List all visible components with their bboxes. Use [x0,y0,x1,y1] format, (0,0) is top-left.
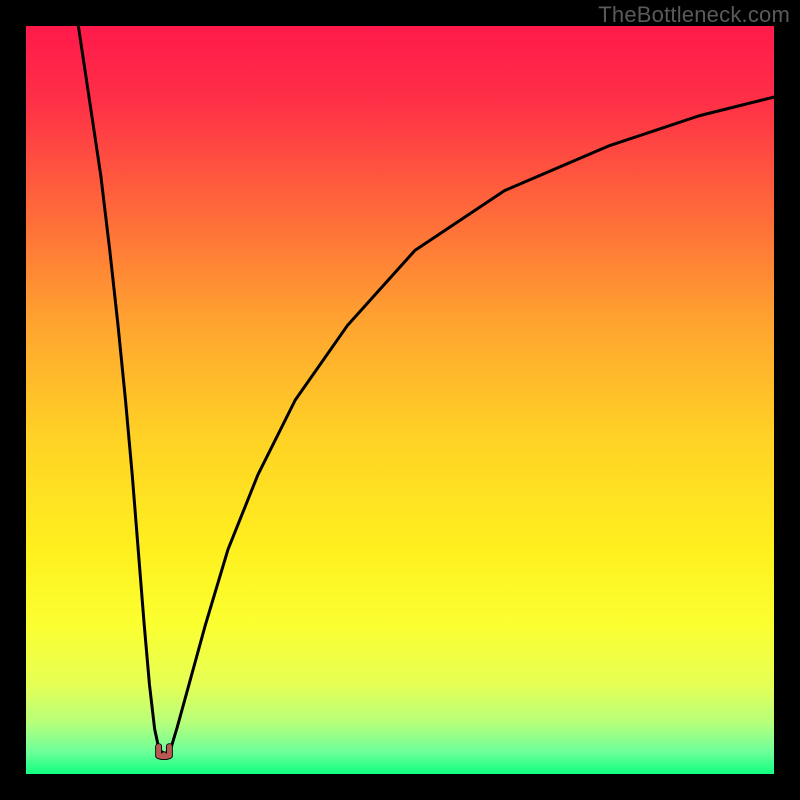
minimum-marker [152,733,176,767]
bottleneck-curve [26,26,774,774]
chart-plot-area [26,26,774,774]
watermark-text: TheBottleneck.com [598,2,790,28]
